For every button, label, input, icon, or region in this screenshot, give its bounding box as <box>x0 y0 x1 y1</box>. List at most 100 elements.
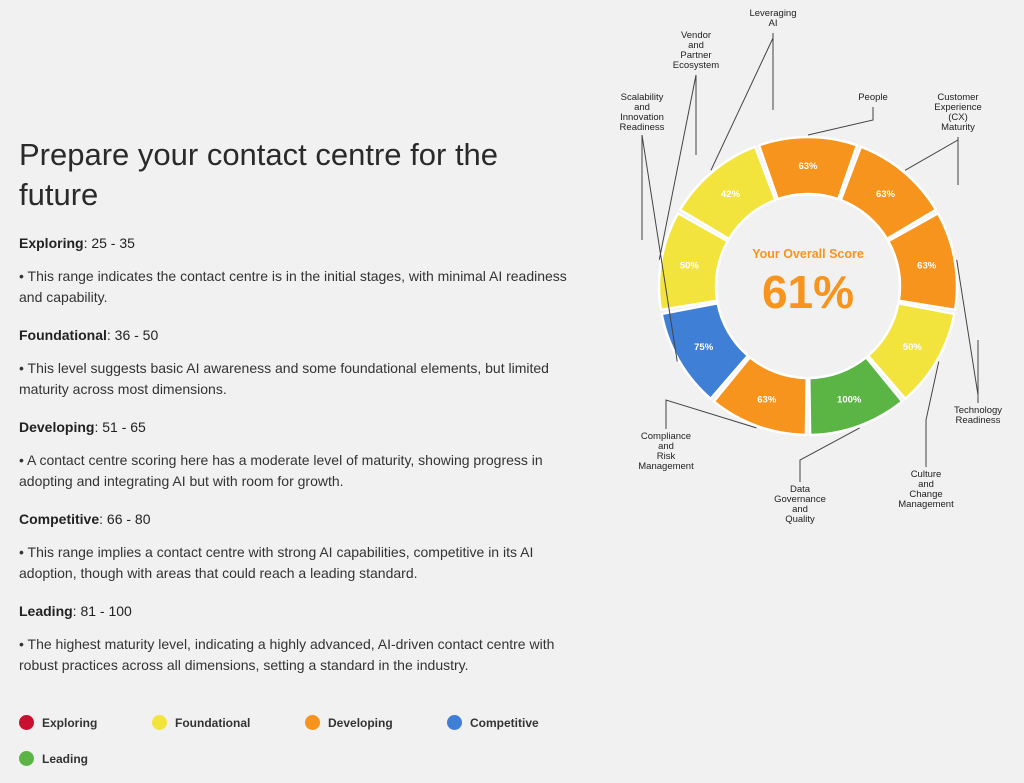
callout-leader-line <box>665 399 757 429</box>
level-name: Developing <box>19 419 95 435</box>
segment-value-label: 75% <box>694 342 714 353</box>
legend-label: Leading <box>42 751 89 766</box>
level-description: • This range indicates the contact centr… <box>19 268 567 305</box>
level-description: • The highest maturity level, indicating… <box>19 636 555 673</box>
callout-leader-line <box>641 134 678 362</box>
segment-name-line: People <box>858 92 888 103</box>
segment-name-line: Partner <box>680 50 711 61</box>
donut-segment <box>657 212 729 312</box>
legend-swatch <box>19 751 34 766</box>
segment-name-label: Compliance and Risk Management <box>638 431 694 472</box>
segment-value-label: 63% <box>876 189 896 200</box>
segment-name-label: People <box>858 92 888 103</box>
level-range: : 36 - 50 <box>106 327 159 343</box>
segment-name-label: Data Governance and Quality <box>774 484 826 525</box>
donut-segment <box>866 301 956 401</box>
level-range: : 51 - 65 <box>94 419 146 435</box>
donut-segment <box>808 356 904 437</box>
callout-leader-line <box>658 74 697 260</box>
segment-value-labels: 63% 63% 63% 50% 100% 63% 75% 50% 42% <box>680 161 937 406</box>
level-heading-competitive: Competitive: 66 - 80 <box>19 510 151 528</box>
level-description: • This level suggests basic AI awareness… <box>19 360 549 397</box>
legend-label: Exploring <box>42 715 98 730</box>
segment-name-label: Customer Experience (CX) Maturity <box>934 92 982 133</box>
legend-label: Foundational <box>175 715 251 730</box>
legend-item-competitive: Competitive <box>447 715 539 730</box>
level-name: Competitive <box>19 511 100 527</box>
callout-leader-line <box>807 107 874 136</box>
segment-name-line: Customer <box>937 92 978 103</box>
callout-leader-line <box>956 259 979 403</box>
callout-leader-line <box>799 427 860 482</box>
level-description: • This range implies a contact centre wi… <box>19 544 534 581</box>
donut-segment <box>660 301 750 401</box>
donut-segments <box>657 135 959 437</box>
legend-swatch <box>152 715 167 730</box>
segment-name-line: Change <box>909 489 942 500</box>
segment-name-line: Quality <box>785 514 815 525</box>
segment-name-line: Management <box>638 461 694 472</box>
segment-name-line: Readiness <box>956 415 1001 426</box>
level-name: Foundational <box>19 327 107 343</box>
donut-segment <box>712 356 808 437</box>
segment-name-label: Culture and Change Management <box>898 469 954 510</box>
segment-value-label: 42% <box>721 189 741 200</box>
segment-value-label: 100% <box>837 395 862 406</box>
segment-value-label: 63% <box>917 261 937 272</box>
level-range: : 66 - 80 <box>99 511 151 527</box>
center-score-label: Your Overall Score <box>752 247 864 261</box>
segment-name-line: and <box>658 441 674 452</box>
legend-label: Competitive <box>470 715 539 730</box>
segment-name-line: Maturity <box>941 122 975 133</box>
center-score-value: 61% <box>762 266 854 318</box>
segment-name-label: Vendor and Partner Ecosystem <box>673 30 720 71</box>
segment-name-line: Vendor <box>681 30 711 41</box>
donut-segment <box>887 212 959 312</box>
segment-name-line: and <box>688 40 704 51</box>
legend-item-leading: Leading <box>19 751 88 766</box>
segment-name-line: Data <box>790 484 811 495</box>
level-heading-exploring: Exploring: 25 - 35 <box>19 234 135 252</box>
segment-value-label: 50% <box>680 261 700 272</box>
segment-name-line: Ecosystem <box>673 60 720 71</box>
segment-name-label: Scalability and Innovation Readiness <box>620 92 665 133</box>
segment-name-line: Culture <box>911 469 942 480</box>
segment-name-line: (CX) <box>948 112 968 123</box>
segment-name-line: Scalability <box>621 92 664 103</box>
level-range: : 25 - 35 <box>83 235 135 251</box>
legend-item-developing: Developing <box>305 715 393 730</box>
level-heading-leading: Leading: 81 - 100 <box>19 602 132 620</box>
segment-name-line: Compliance <box>641 431 691 442</box>
legend-label: Developing <box>328 715 393 730</box>
page-title: Prepare your contact centre for the futu… <box>19 137 499 212</box>
level-heading-foundational: Foundational: 36 - 50 <box>19 326 158 344</box>
callout-leader-line <box>925 361 940 467</box>
legend-swatch <box>447 715 462 730</box>
segment-name-line: and <box>918 479 934 490</box>
callout-leader-line <box>904 137 959 185</box>
segment-name-line: Readiness <box>620 122 665 133</box>
legend-item-foundational: Foundational <box>152 715 250 730</box>
callout-leader-line <box>710 33 774 171</box>
segment-name-line: Governance <box>774 494 826 505</box>
segment-name-line: Experience <box>934 102 982 113</box>
segment-name-callouts: People Customer Experience (CX) Maturity Tech… <box>620 8 1003 525</box>
level-name: Exploring <box>19 235 84 251</box>
level-description: • A contact centre scoring here has a mo… <box>19 452 543 489</box>
level-name: Leading <box>19 603 73 619</box>
segment-value-label: 50% <box>903 342 923 353</box>
segment-name-label: Technology Readiness <box>954 405 1002 426</box>
donut-segment <box>757 135 859 201</box>
level-heading-developing: Developing: 51 - 65 <box>19 418 146 436</box>
segment-name-line: Technology <box>954 405 1002 416</box>
legend-swatch <box>19 715 34 730</box>
legend-item-exploring: Exploring <box>19 715 97 730</box>
segment-name-line: and <box>634 102 650 113</box>
donut-segment <box>678 145 777 241</box>
segment-name-line: Innovation <box>620 112 664 123</box>
legend-swatch <box>305 715 320 730</box>
segment-name-line: Leveraging <box>749 8 796 19</box>
segment-name-label: Leveraging AI <box>749 8 796 29</box>
segment-name-line: and <box>792 504 808 515</box>
